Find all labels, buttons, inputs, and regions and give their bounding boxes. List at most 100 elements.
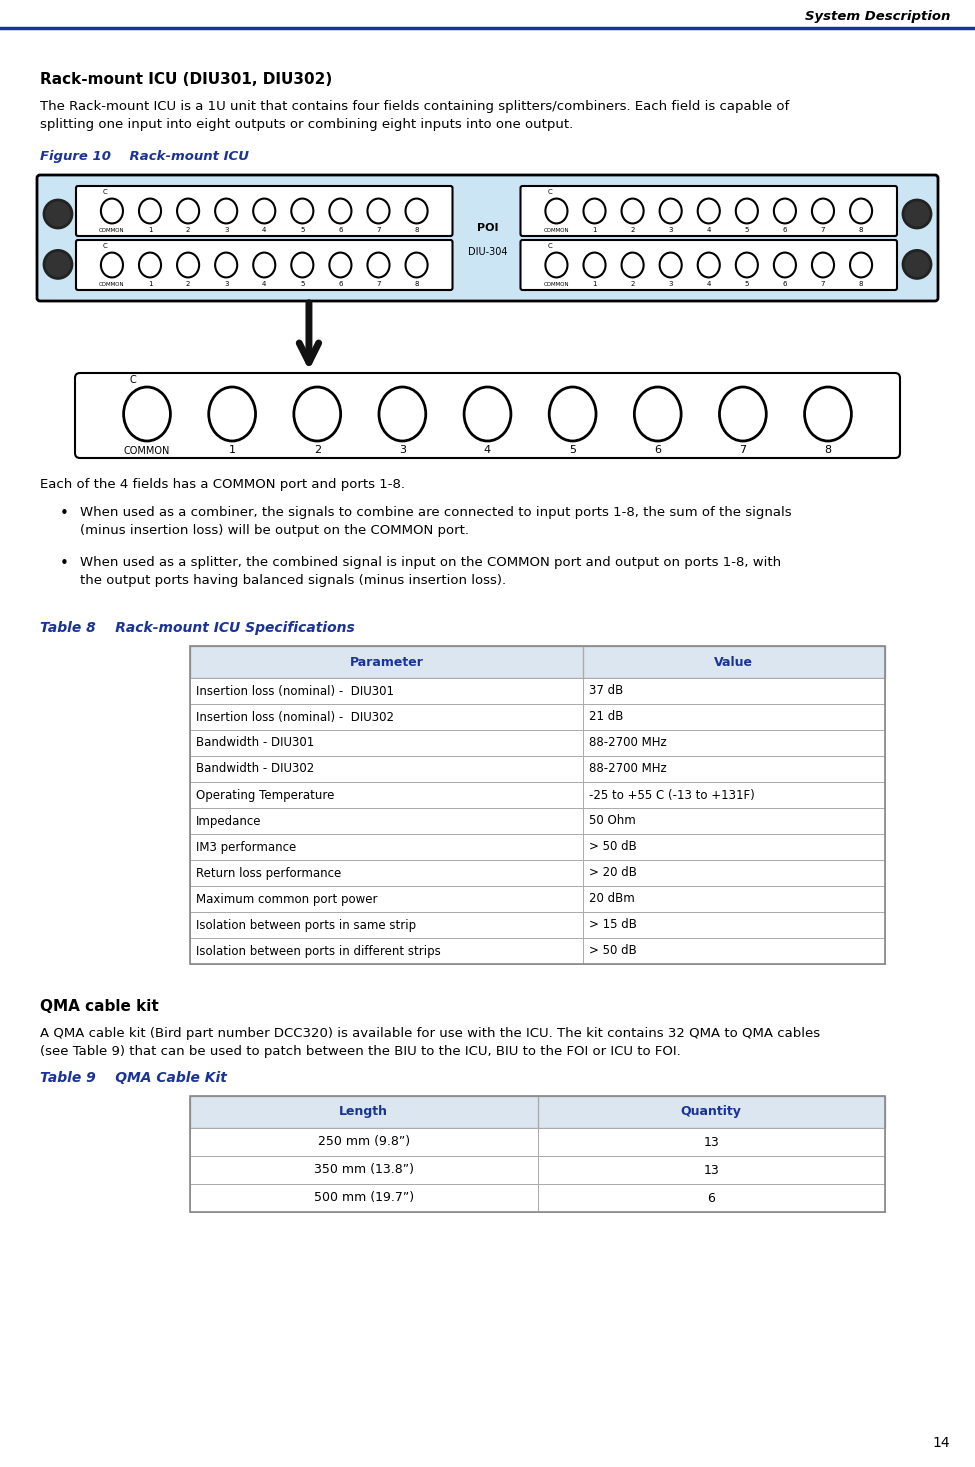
FancyBboxPatch shape	[190, 1096, 885, 1128]
Text: 5: 5	[300, 227, 304, 233]
Text: 8: 8	[825, 445, 832, 455]
Text: COMMON: COMMON	[544, 282, 569, 288]
Ellipse shape	[549, 387, 596, 442]
Text: C: C	[130, 376, 137, 384]
Text: 88-2700 MHz: 88-2700 MHz	[589, 736, 667, 750]
Text: 88-2700 MHz: 88-2700 MHz	[589, 763, 667, 776]
Text: COMMON: COMMON	[124, 446, 171, 456]
Text: 1: 1	[148, 227, 152, 233]
Text: 4: 4	[484, 445, 491, 455]
Ellipse shape	[293, 387, 340, 442]
Text: Insertion loss (nominal) -  DIU301: Insertion loss (nominal) - DIU301	[196, 685, 394, 697]
FancyBboxPatch shape	[190, 678, 885, 704]
Ellipse shape	[583, 252, 605, 277]
FancyBboxPatch shape	[190, 704, 885, 731]
Text: Maximum common port power: Maximum common port power	[196, 892, 377, 905]
FancyBboxPatch shape	[190, 937, 885, 964]
Text: 6: 6	[338, 280, 342, 288]
Text: A QMA cable kit (Bird part number DCC320) is available for use with the ICU. The: A QMA cable kit (Bird part number DCC320…	[40, 1027, 820, 1040]
Text: 4: 4	[262, 227, 266, 233]
Ellipse shape	[215, 198, 237, 223]
Ellipse shape	[698, 252, 720, 277]
Text: Impedance: Impedance	[196, 814, 261, 827]
Text: 2: 2	[631, 227, 635, 233]
FancyBboxPatch shape	[37, 175, 938, 301]
FancyBboxPatch shape	[190, 1184, 885, 1212]
Ellipse shape	[720, 387, 766, 442]
Text: 6: 6	[707, 1191, 716, 1204]
Text: DIU-304: DIU-304	[468, 248, 507, 257]
Text: 1: 1	[592, 280, 597, 288]
Text: 3: 3	[224, 280, 228, 288]
Text: Bandwidth - DIU301: Bandwidth - DIU301	[196, 736, 314, 750]
Text: Table 9    QMA Cable Kit: Table 9 QMA Cable Kit	[40, 1071, 227, 1086]
Ellipse shape	[850, 198, 872, 223]
Text: 37 dB: 37 dB	[589, 685, 623, 697]
FancyBboxPatch shape	[76, 186, 452, 236]
Text: 21 dB: 21 dB	[589, 710, 623, 723]
Text: 2: 2	[314, 445, 321, 455]
Text: 1: 1	[148, 280, 152, 288]
Text: COMMON: COMMON	[99, 227, 125, 233]
Text: 2: 2	[631, 280, 635, 288]
FancyBboxPatch shape	[190, 912, 885, 937]
Text: (see Table 9) that can be used to patch between the BIU to the ICU, BIU to the F: (see Table 9) that can be used to patch …	[40, 1045, 681, 1058]
Ellipse shape	[660, 198, 682, 223]
Text: 2: 2	[186, 227, 190, 233]
Ellipse shape	[254, 198, 275, 223]
Text: 50 Ohm: 50 Ohm	[589, 814, 636, 827]
Text: Table 8    Rack-mount ICU Specifications: Table 8 Rack-mount ICU Specifications	[40, 621, 355, 635]
Ellipse shape	[139, 198, 161, 223]
Text: 4: 4	[707, 227, 711, 233]
Text: Rack-mount ICU (DIU301, DIU302): Rack-mount ICU (DIU301, DIU302)	[40, 72, 332, 87]
Ellipse shape	[379, 387, 426, 442]
Circle shape	[903, 200, 931, 227]
Text: (minus insertion loss) will be output on the COMMON port.: (minus insertion loss) will be output on…	[80, 524, 469, 537]
Text: 8: 8	[414, 280, 419, 288]
Text: 500 mm (19.7”): 500 mm (19.7”)	[314, 1191, 413, 1204]
Text: 2: 2	[186, 280, 190, 288]
Ellipse shape	[545, 252, 567, 277]
Text: Isolation between ports in different strips: Isolation between ports in different str…	[196, 945, 441, 958]
Text: 14: 14	[932, 1436, 950, 1449]
FancyBboxPatch shape	[190, 1156, 885, 1184]
Text: Length: Length	[339, 1106, 388, 1118]
FancyBboxPatch shape	[190, 835, 885, 860]
Circle shape	[903, 251, 931, 279]
FancyBboxPatch shape	[190, 808, 885, 835]
Ellipse shape	[215, 252, 237, 277]
Ellipse shape	[736, 198, 758, 223]
Ellipse shape	[774, 252, 796, 277]
Text: the output ports having balanced signals (minus insertion loss).: the output ports having balanced signals…	[80, 574, 506, 587]
Text: When used as a splitter, the combined signal is input on the COMMON port and out: When used as a splitter, the combined si…	[80, 556, 781, 569]
Ellipse shape	[621, 252, 644, 277]
FancyBboxPatch shape	[190, 756, 885, 782]
Text: 1: 1	[592, 227, 597, 233]
Text: Isolation between ports in same strip: Isolation between ports in same strip	[196, 918, 416, 932]
Text: POI: POI	[477, 223, 498, 233]
Text: QMA cable kit: QMA cable kit	[40, 999, 159, 1014]
Text: Figure 10    Rack-mount ICU: Figure 10 Rack-mount ICU	[40, 150, 249, 163]
Text: -25 to +55 C (-13 to +131F): -25 to +55 C (-13 to +131F)	[589, 788, 755, 801]
Text: 5: 5	[745, 280, 749, 288]
Text: 3: 3	[669, 280, 673, 288]
Text: 7: 7	[376, 280, 380, 288]
FancyBboxPatch shape	[76, 241, 452, 290]
Circle shape	[44, 251, 72, 279]
Text: Bandwidth - DIU302: Bandwidth - DIU302	[196, 763, 314, 776]
Text: 8: 8	[414, 227, 419, 233]
Ellipse shape	[406, 252, 428, 277]
Ellipse shape	[804, 387, 851, 442]
Ellipse shape	[177, 252, 199, 277]
Text: 7: 7	[821, 280, 825, 288]
Text: 7: 7	[376, 227, 380, 233]
Text: 7: 7	[739, 445, 747, 455]
Text: 13: 13	[703, 1163, 720, 1177]
Ellipse shape	[406, 198, 428, 223]
Ellipse shape	[100, 198, 123, 223]
Text: 3: 3	[224, 227, 228, 233]
Text: COMMON: COMMON	[99, 282, 125, 288]
FancyBboxPatch shape	[75, 373, 900, 458]
Text: 6: 6	[654, 445, 661, 455]
Text: C: C	[102, 189, 107, 195]
